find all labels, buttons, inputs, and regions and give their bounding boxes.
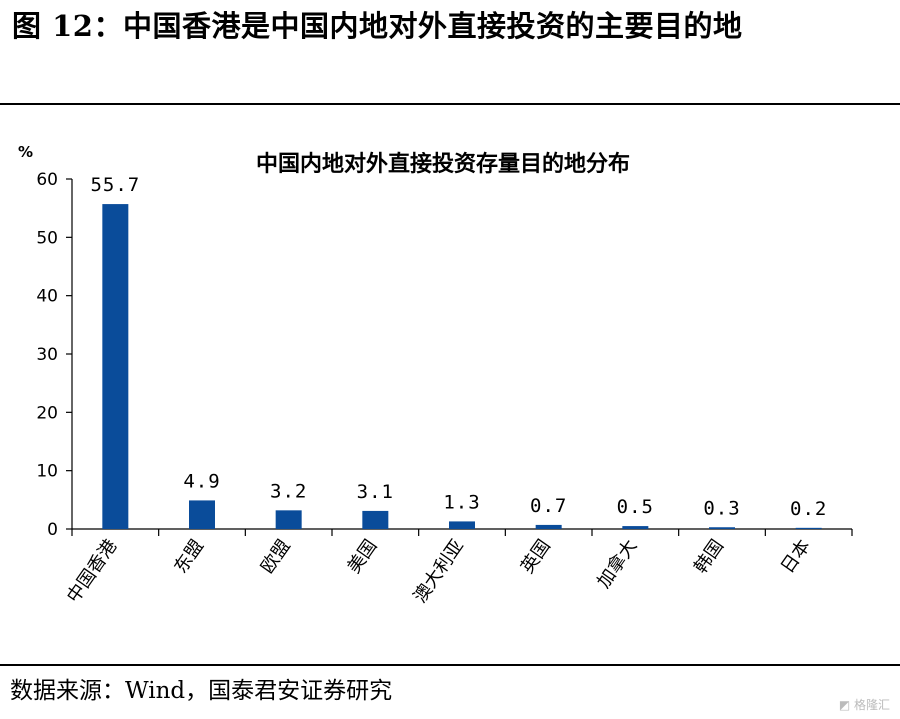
x-category-label: 欧盟 xyxy=(257,536,295,578)
bar-value-label: 0.3 xyxy=(703,497,740,519)
x-category-label: 澳大利亚 xyxy=(410,536,468,607)
y-tick-label: 30 xyxy=(36,345,58,365)
x-category-label: 加拿大 xyxy=(592,535,641,592)
y-tick-label: 20 xyxy=(36,403,58,423)
watermark-logo: ◩ 格隆汇 xyxy=(838,698,890,712)
x-category-label: 中国香港 xyxy=(63,536,121,607)
bar-value-label: 1.3 xyxy=(443,491,480,513)
figure-title: 图 12：中国香港是中国内地对外直接投资的主要目的地 xyxy=(12,9,743,43)
source-note: 数据来源：Wind，国泰君安证券研究 xyxy=(10,678,393,704)
y-tick-label: 10 xyxy=(36,462,58,482)
bar-value-label: 0.2 xyxy=(790,498,827,520)
bar-value-label: 4.9 xyxy=(183,470,220,492)
bar-6 xyxy=(535,524,562,529)
bottom-rule xyxy=(0,664,900,666)
bar-8 xyxy=(709,527,735,529)
bar-value-label: 0.7 xyxy=(530,495,567,517)
x-category-label: 英国 xyxy=(517,536,555,578)
bar-2 xyxy=(189,500,215,529)
bar-1 xyxy=(102,204,129,529)
bar-5 xyxy=(449,521,475,529)
x-category-label: 美国 xyxy=(344,536,382,578)
y-tick-label: 50 xyxy=(36,228,58,248)
bar-value-label: 3.2 xyxy=(270,480,307,502)
y-tick-label: 40 xyxy=(36,287,58,307)
x-category-label: 日本 xyxy=(777,536,815,578)
bar-4 xyxy=(362,510,389,529)
top-rule xyxy=(0,103,900,105)
chart-title: 中国内地对外直接投资存量目的地分布 xyxy=(256,151,630,177)
plot-area: 0 10 20 30 40 50 60 55.7 中国香港 4.9 东盟 3.2 欧盟 3.1 美国 1.3 澳… xyxy=(36,170,853,607)
bar-value-label: 3.1 xyxy=(357,481,394,503)
y-axis-unit-label: % xyxy=(18,143,33,161)
x-category-label: 东盟 xyxy=(170,536,208,578)
y-tick-label: 60 xyxy=(36,170,58,190)
bar-7 xyxy=(622,526,649,529)
bar-chart: 中国内地对外直接投资存量目的地分布 % 0 10 20 30 40 50 60 55.7 中国香… xyxy=(18,143,853,607)
bar-3 xyxy=(275,510,302,529)
x-category-label: 韩国 xyxy=(690,536,728,578)
y-tick-label: 0 xyxy=(47,520,58,540)
bar-9 xyxy=(795,527,822,529)
bar-value-label: 55.7 xyxy=(90,174,140,196)
bar-value-label: 0.5 xyxy=(617,496,654,518)
